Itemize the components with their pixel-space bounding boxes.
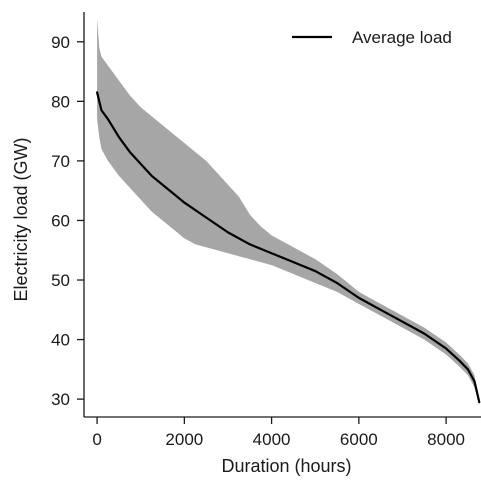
y-tick-label: 90 <box>51 33 70 52</box>
x-tick-label: 6000 <box>340 430 378 449</box>
legend: Average load <box>292 28 452 47</box>
y-tick-label: 50 <box>51 271 70 290</box>
x-tick-label: 2000 <box>165 430 203 449</box>
x-axis-title: Duration (hours) <box>221 456 351 476</box>
plot-area <box>95 17 481 406</box>
y-axis-title: Electricity load (GW) <box>11 137 31 301</box>
y-tick-label: 70 <box>51 152 70 171</box>
confidence-band <box>97 17 480 406</box>
x-tick-label: 0 <box>92 430 101 449</box>
y-tick-label: 60 <box>51 211 70 230</box>
series-line-average-load <box>95 91 481 404</box>
x-tick-label: 8000 <box>427 430 465 449</box>
y-tick-label: 40 <box>51 331 70 350</box>
y-tick-label: 30 <box>51 390 70 409</box>
axes: 30 40 50 60 70 80 90 0 2000 4000 6000 8000 <box>51 12 481 449</box>
legend-label-average-load: Average load <box>352 28 452 47</box>
x-tick-label: 4000 <box>253 430 291 449</box>
y-tick-label: 80 <box>51 92 70 111</box>
